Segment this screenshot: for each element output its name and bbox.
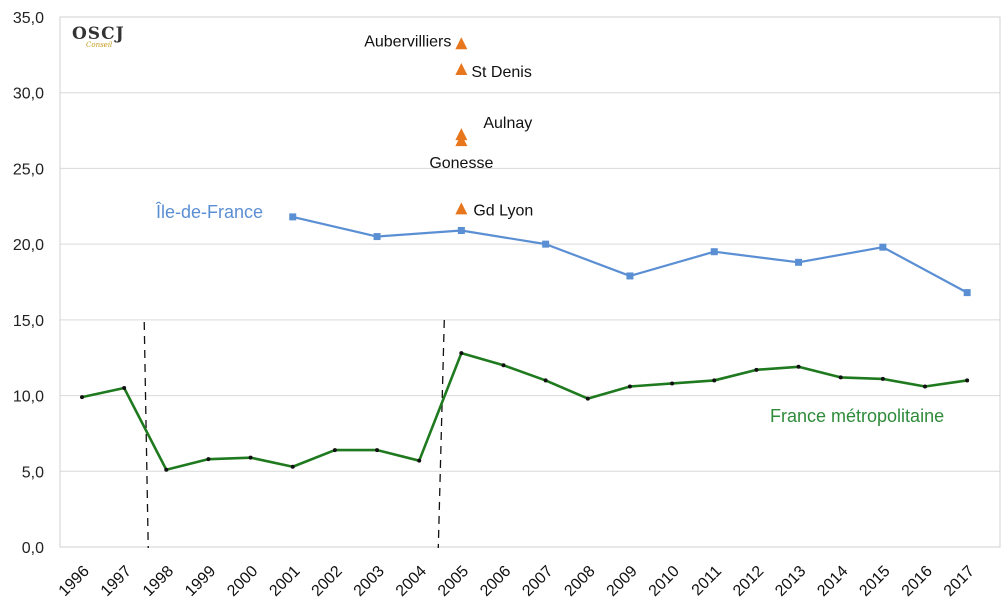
x-tick-label: 1997	[98, 563, 135, 600]
data-point-ile-de-france	[710, 248, 718, 256]
x-tick-label: 2010	[646, 563, 683, 600]
series-label-ile-de-france: Île-de-France	[155, 202, 263, 222]
y-tick-label: 20,0	[13, 237, 44, 254]
data-point-ile-de-france	[457, 227, 465, 235]
data-point-france-metropolitaine	[375, 448, 380, 453]
y-tick-label: 15,0	[13, 313, 44, 330]
city-label: Aubervilliers	[364, 33, 451, 50]
x-tick-label: 2004	[393, 563, 430, 600]
x-tick-label: 2011	[689, 563, 725, 599]
data-point-france-metropolitaine	[122, 386, 127, 390]
data-point-france-metropolitaine	[627, 384, 632, 389]
x-tick-label: 2016	[899, 563, 936, 600]
logo-text: OSCJ	[72, 24, 125, 44]
series-break-markers	[143, 319, 445, 549]
data-point-ile-de-france	[879, 243, 887, 251]
y-tick-label: 25,0	[13, 161, 44, 178]
x-tick-label: 2012	[730, 563, 767, 600]
data-point-france-metropolitaine	[206, 457, 211, 462]
y-tick-label: 10,0	[13, 389, 44, 406]
city-label: Gd Lyon	[473, 202, 533, 219]
break-marker-line	[143, 321, 149, 549]
data-point-france-metropolitaine	[290, 464, 295, 469]
triangle-marker	[455, 134, 468, 147]
data-point-france-metropolitaine	[712, 378, 717, 383]
data-point-france-metropolitaine	[838, 375, 843, 380]
city-label: St Denis	[471, 64, 531, 81]
data-point-france-metropolitaine	[543, 378, 548, 383]
data-point-france-metropolitaine	[796, 364, 801, 369]
series-line-ile-de-france	[292, 215, 968, 294]
triangle-marker	[455, 37, 468, 50]
x-axis-tick-labels: 1996 1997 1998 1999 2000 2001 2002 2003 2004 2005…	[56, 563, 978, 600]
logo-subtext: Conseil	[86, 41, 112, 49]
series-label-france-metropolitaine: France métropolitaine	[770, 406, 944, 426]
x-tick-label: 2000	[224, 563, 261, 600]
data-point-france-metropolitaine	[459, 351, 464, 356]
data-point-france-metropolitaine	[248, 455, 253, 460]
data-point-france-metropolitaine	[80, 395, 84, 400]
series-markers	[80, 213, 971, 472]
break-marker-line	[437, 319, 445, 549]
data-point-ile-de-france	[542, 240, 550, 248]
data-point-france-metropolitaine	[880, 376, 885, 381]
oscj-logo: OSCJ Conseil	[72, 24, 125, 49]
x-tick-label: 2001	[266, 563, 303, 600]
plot-area-border	[59, 16, 1001, 548]
y-tick-label: 0,0	[22, 540, 44, 557]
data-point-ile-de-france	[289, 213, 297, 221]
x-tick-label: 2013	[772, 563, 809, 600]
x-tick-label: 2003	[351, 563, 388, 600]
data-point-france-metropolitaine	[965, 378, 970, 383]
data-point-ile-de-france	[373, 233, 381, 241]
data-point-france-metropolitaine	[501, 363, 506, 368]
x-tick-label: 2002	[309, 563, 346, 600]
x-tick-label: 2014	[814, 563, 851, 600]
x-tick-label: 1996	[56, 563, 93, 600]
data-point-france-metropolitaine	[670, 381, 675, 386]
x-tick-label: 2008	[561, 563, 598, 600]
x-tick-label: 2015	[856, 563, 893, 600]
data-point-france-metropolitaine	[923, 384, 927, 389]
city-points-2005: Aubervilliers St Denis Aulnay Gonesse Gd Lyo…	[364, 33, 533, 219]
y-axis-tick-labels: 0,0 5,0 10,0 15,0 20,0 25,0 30,0 35,0	[13, 10, 44, 557]
x-tick-label: 2005	[435, 563, 472, 600]
y-tick-label: 5,0	[22, 464, 44, 481]
data-point-france-metropolitaine	[754, 367, 759, 372]
x-tick-label: 2009	[604, 563, 641, 600]
data-point-ile-de-france	[963, 289, 971, 297]
series-line-france-metropolitaine	[81, 351, 968, 472]
data-point-ile-de-france	[795, 258, 803, 266]
x-tick-label: 2017	[941, 563, 978, 600]
series-lines	[81, 215, 968, 472]
triangle-marker	[455, 202, 468, 215]
y-tick-label: 30,0	[13, 86, 44, 103]
gridlines	[59, 16, 1001, 548]
city-label: Aulnay	[483, 115, 532, 132]
x-tick-label: 2006	[477, 563, 514, 600]
y-tick-label: 35,0	[13, 10, 44, 27]
triangle-marker	[455, 63, 468, 75]
city-label: Gonesse	[429, 155, 493, 172]
data-point-france-metropolitaine	[332, 448, 337, 453]
data-point-france-metropolitaine	[417, 458, 422, 463]
x-tick-label: 1999	[182, 563, 219, 600]
data-point-ile-de-france	[626, 272, 634, 280]
x-tick-label: 1998	[140, 563, 177, 600]
triangle-marker	[455, 128, 468, 141]
data-point-france-metropolitaine	[585, 396, 590, 401]
data-point-france-metropolitaine	[164, 467, 169, 472]
x-tick-label: 2007	[519, 563, 556, 600]
